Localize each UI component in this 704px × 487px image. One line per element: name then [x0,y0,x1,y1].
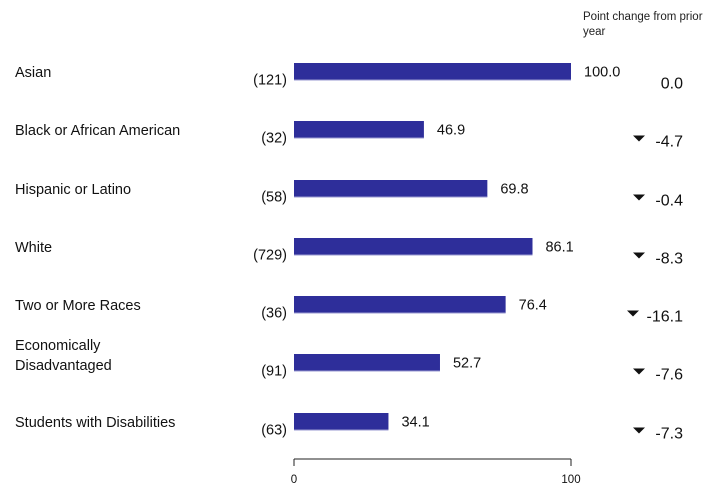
down-arrow-icon [633,252,645,259]
down-arrow-icon [633,368,645,375]
bar [294,63,571,80]
value-label: 86.1 [545,240,573,256]
down-arrow-icon [633,427,645,434]
value-label: 34.1 [401,415,429,431]
category-label: White [15,240,52,256]
value-label: 52.7 [453,356,481,372]
category-label: Students with Disabilities [15,415,175,431]
down-arrow-icon [633,194,645,201]
bar [294,354,440,371]
value-label: 46.9 [437,123,465,139]
change-value: -0.4 [655,193,683,210]
bar [294,413,389,430]
count-label: (32) [261,131,287,147]
count-label: (121) [253,73,287,89]
change-value: -7.6 [655,367,683,384]
bar [294,238,533,255]
change-column-header: Point change from prior year [583,11,703,38]
category-label: Hispanic or Latino [15,182,131,198]
count-label: (91) [261,364,287,380]
down-arrow-icon [633,135,645,142]
x-tick-label: 0 [291,474,297,486]
bar [294,121,424,138]
value-label: 76.4 [519,298,547,314]
count-label: (729) [253,248,287,264]
value-label: 100.0 [584,65,620,81]
category-label: Two or More Races [15,298,141,314]
count-label: (63) [261,423,287,439]
value-label: 69.8 [500,182,528,198]
category-label: Disadvantaged [15,358,112,374]
count-label: (36) [261,306,287,322]
change-value: -8.3 [655,251,683,268]
bar [294,180,488,197]
x-tick-label: 100 [561,474,580,486]
category-label: Economically [15,338,101,354]
count-label: (58) [261,190,287,206]
down-arrow-icon [627,310,639,317]
category-label: Asian [15,65,51,81]
change-value: -4.7 [655,134,683,151]
category-label: Black or African American [15,123,180,139]
bar [294,296,506,313]
change-value: -7.3 [655,426,683,443]
change-value: -16.1 [647,309,684,326]
change-value: 0.0 [661,76,683,93]
